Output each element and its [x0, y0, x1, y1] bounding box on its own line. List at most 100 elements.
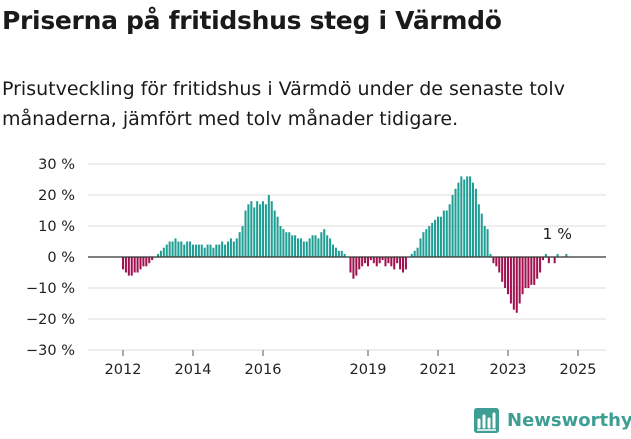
bar — [323, 229, 326, 257]
bar — [515, 257, 518, 313]
bar — [463, 179, 466, 257]
bar — [349, 257, 352, 273]
bar — [168, 241, 171, 257]
bar — [413, 250, 416, 257]
bar — [273, 210, 276, 257]
bar — [124, 257, 127, 273]
bar — [229, 238, 232, 257]
y-axis-ticks: 30 % 20 % 10 % 0 % −10 % −20 % −30 % — [26, 157, 75, 359]
bar — [498, 257, 501, 273]
chart-subtitle: Prisutveckling för fritidshus i Värmdö u… — [2, 78, 565, 130]
bar — [189, 241, 192, 257]
bar — [492, 257, 495, 264]
chart-title: Priserna på fritidshus steg i Värmdö — [2, 6, 502, 35]
y-tick-label: −30 % — [26, 343, 75, 359]
bar — [533, 257, 536, 285]
bar — [250, 201, 253, 257]
bar — [477, 204, 480, 257]
bar — [209, 244, 212, 257]
bar — [375, 257, 378, 267]
bar — [393, 257, 396, 270]
y-tick-label: 20 % — [38, 188, 75, 204]
bar — [288, 232, 291, 257]
x-tick-label: 2019 — [350, 362, 387, 378]
bar — [299, 238, 302, 257]
y-tick-label: −10 % — [26, 281, 75, 297]
bar — [294, 235, 297, 257]
bar — [326, 235, 329, 257]
bar — [331, 244, 335, 257]
bar — [296, 238, 300, 257]
x-tick-label: 2021 — [420, 362, 457, 378]
bar — [221, 241, 224, 257]
bar — [177, 241, 180, 257]
bar — [434, 219, 437, 257]
bar — [381, 257, 384, 261]
bar — [317, 238, 320, 257]
bar — [530, 257, 533, 285]
bar — [565, 253, 568, 257]
bar — [442, 210, 445, 257]
newsworthy-brand: Newsworthy — [474, 408, 631, 433]
bar — [180, 241, 183, 257]
bar — [369, 257, 372, 261]
bar — [521, 257, 524, 295]
bar — [156, 253, 160, 257]
bar — [270, 201, 273, 257]
y-tick-label: 0 % — [47, 250, 75, 266]
bar — [311, 235, 314, 257]
bar — [171, 241, 174, 257]
bar — [302, 241, 305, 257]
bar — [279, 226, 282, 257]
bar — [244, 210, 247, 257]
bar — [224, 244, 227, 257]
bar — [483, 226, 486, 257]
bar — [218, 244, 221, 257]
bar — [203, 247, 206, 257]
bar — [183, 244, 186, 257]
bar — [197, 244, 200, 257]
bar — [506, 257, 510, 295]
bar — [329, 238, 332, 257]
bar — [428, 226, 431, 257]
bar — [547, 257, 550, 264]
bar — [139, 257, 142, 270]
bar — [256, 201, 259, 257]
bar — [454, 188, 457, 257]
bar — [469, 176, 472, 257]
bar — [539, 257, 542, 273]
brand-name: Newsworthy — [507, 410, 631, 431]
bar — [215, 244, 218, 257]
bar — [457, 182, 460, 257]
bar — [390, 257, 393, 267]
bar — [261, 201, 265, 257]
bar — [343, 253, 346, 257]
bar — [556, 253, 559, 257]
bar — [267, 195, 270, 257]
x-tick-label: 2023 — [490, 362, 527, 378]
bar — [396, 257, 399, 264]
bar — [474, 188, 477, 257]
bar — [133, 257, 136, 273]
bar — [334, 247, 337, 257]
bar — [308, 238, 311, 257]
bar — [486, 229, 489, 257]
bar — [194, 244, 197, 257]
bar — [524, 257, 527, 288]
bar — [536, 257, 539, 279]
bar — [145, 257, 148, 267]
bar — [401, 257, 405, 273]
bar — [285, 232, 288, 257]
bar — [165, 244, 168, 257]
bar — [544, 253, 547, 257]
bar — [212, 247, 215, 257]
bar — [410, 253, 413, 257]
bar — [358, 257, 361, 270]
latest-value-annotation: 1 % — [542, 225, 572, 243]
bar — [451, 195, 454, 257]
bar — [509, 257, 512, 304]
bar — [355, 257, 358, 276]
bar — [151, 257, 154, 261]
bar — [340, 250, 343, 257]
bar — [241, 226, 244, 257]
